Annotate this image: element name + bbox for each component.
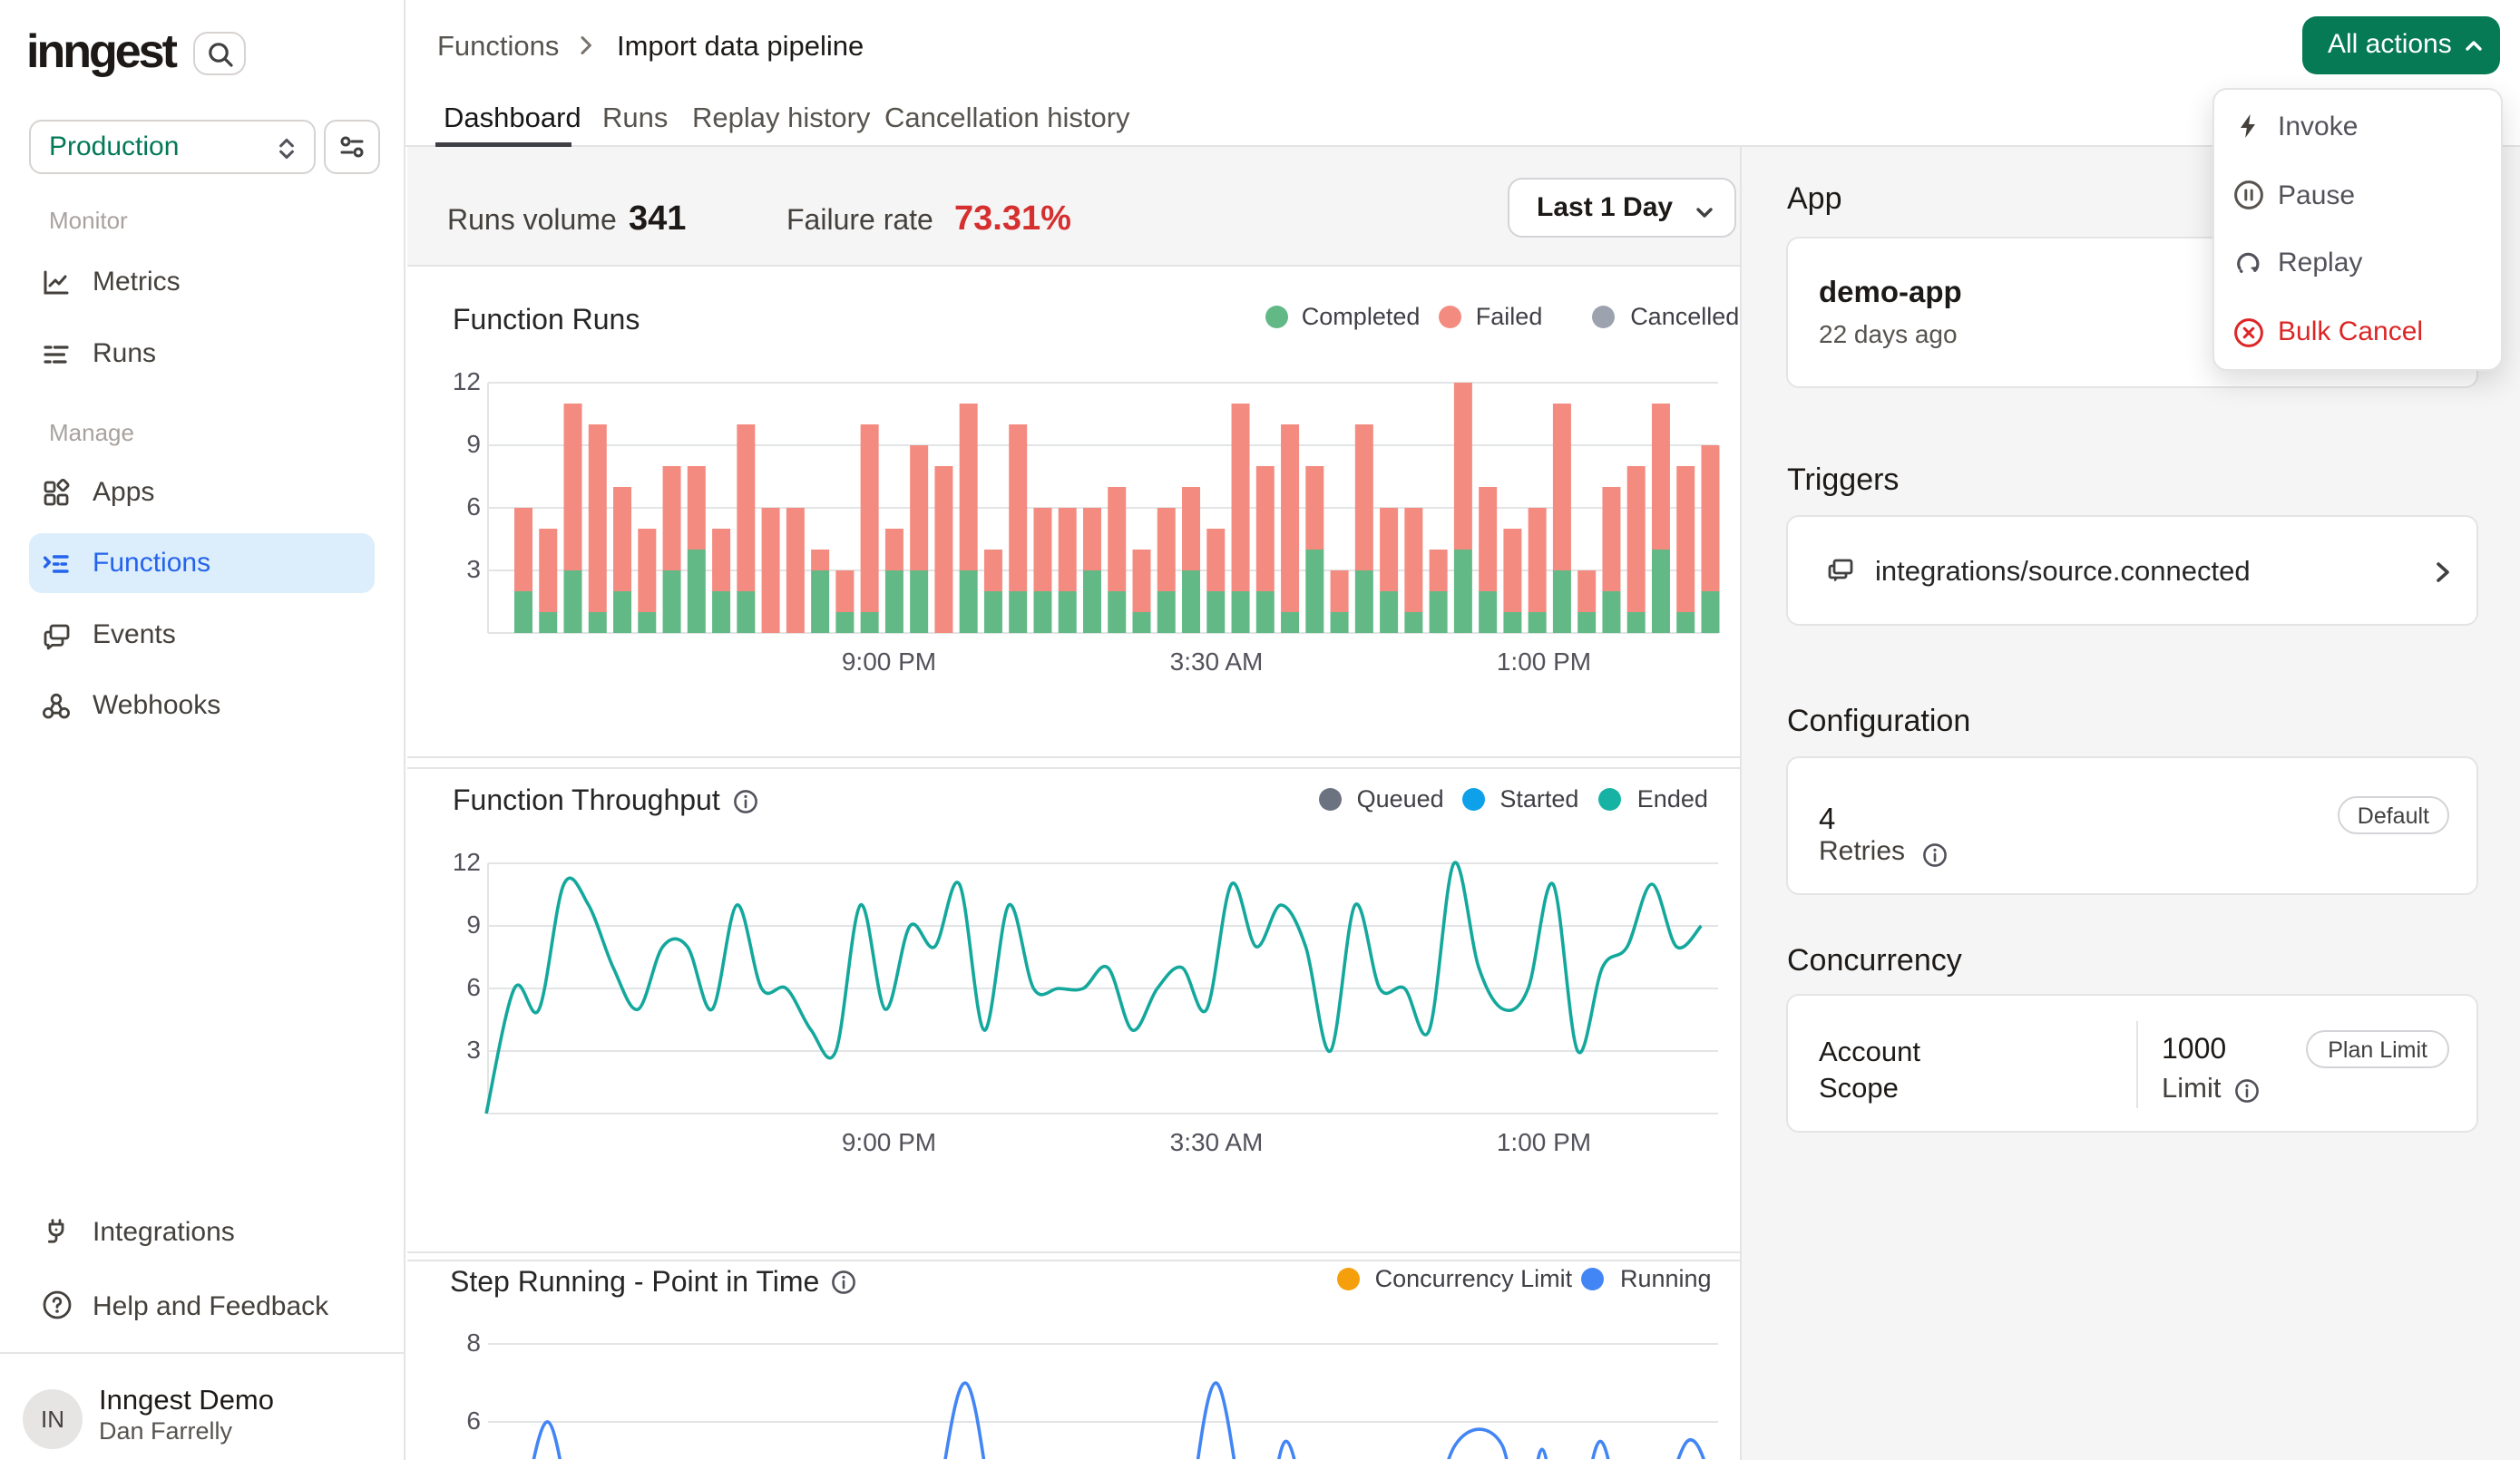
svg-text:12: 12: [453, 848, 481, 876]
svg-text:1:00 PM: 1:00 PM: [1497, 1128, 1591, 1156]
svg-text:3: 3: [466, 1036, 481, 1064]
svg-text:3:30 AM: 3:30 AM: [1170, 647, 1264, 676]
svg-text:3: 3: [466, 555, 481, 583]
svg-text:9: 9: [466, 910, 481, 939]
svg-text:9:00 PM: 9:00 PM: [842, 647, 936, 676]
svg-text:3:30 AM: 3:30 AM: [1170, 1128, 1264, 1156]
svg-text:9: 9: [466, 430, 481, 458]
svg-text:8: 8: [466, 1329, 481, 1357]
svg-text:1:00 PM: 1:00 PM: [1497, 647, 1591, 676]
svg-text:6: 6: [466, 492, 481, 521]
svg-text:9:00 PM: 9:00 PM: [842, 1128, 936, 1156]
svg-text:12: 12: [453, 367, 481, 395]
svg-text:6: 6: [466, 1406, 481, 1435]
svg-text:6: 6: [466, 973, 481, 1001]
